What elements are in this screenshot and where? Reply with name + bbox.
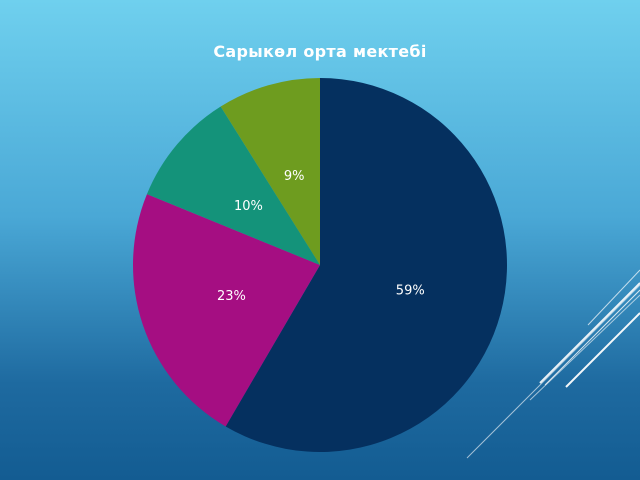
- pie-slices: [133, 78, 508, 453]
- pie-slice: [225, 78, 508, 453]
- slice-label: 9%: [284, 169, 305, 184]
- pie-slice: [146, 106, 320, 265]
- slice-label: 23%: [217, 289, 246, 304]
- pie-labels: 59% 23% 10% 9%: [217, 169, 425, 304]
- slice-label: 10%: [234, 199, 263, 214]
- slice-label: 59%: [396, 283, 425, 298]
- decorative-lines: [466, 269, 640, 459]
- pie-slice: [220, 78, 320, 265]
- pie-slice: [133, 194, 320, 427]
- chart-title: Сарыкөл орта мектебі: [213, 42, 427, 61]
